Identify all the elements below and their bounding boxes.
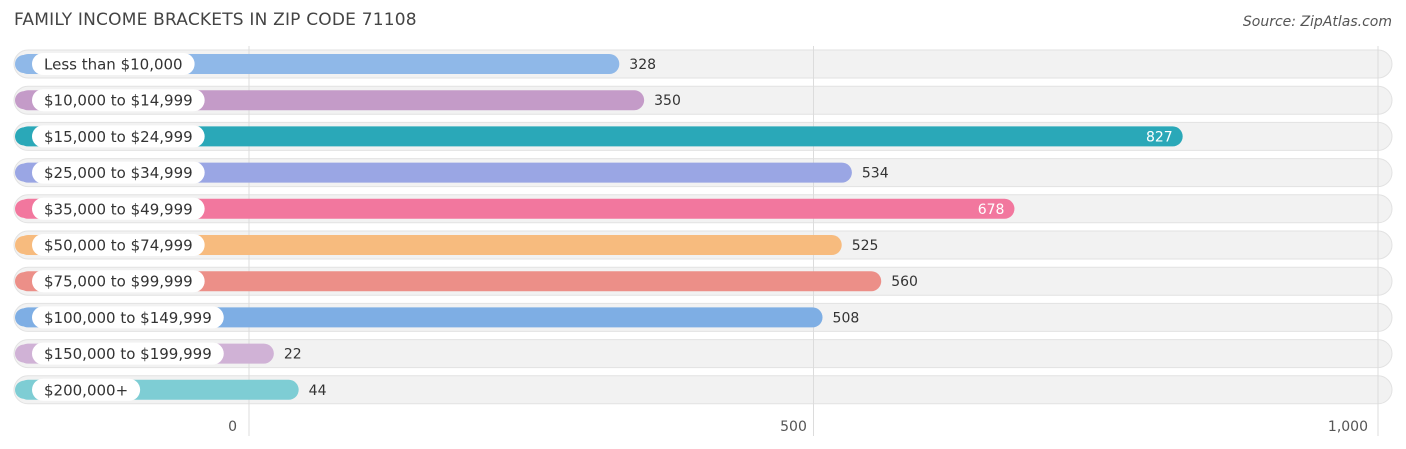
x-tick-label: 1,000 bbox=[1328, 419, 1368, 435]
category-label-pill bbox=[32, 378, 141, 401]
value-label: 22 bbox=[284, 347, 302, 363]
value-label: 44 bbox=[309, 383, 327, 399]
row-background bbox=[13, 375, 1393, 405]
value-label: 508 bbox=[833, 310, 860, 326]
category-label-pill bbox=[32, 197, 205, 220]
category-label: $150,000 to $199,999 bbox=[44, 345, 212, 363]
source-label: Source: ZipAtlas.com bbox=[1242, 14, 1392, 30]
value-label: 827 bbox=[1146, 129, 1173, 145]
bar-cap bbox=[15, 308, 33, 327]
bar-cap bbox=[15, 236, 33, 254]
chart-title: FAMILY INCOME BRACKETS IN ZIP CODE 71108 bbox=[14, 10, 417, 30]
category-label: $100,000 to $149,999 bbox=[44, 309, 212, 327]
value-label: 525 bbox=[852, 238, 879, 254]
bar-cap bbox=[15, 199, 33, 218]
bar bbox=[18, 198, 1015, 219]
category-label-pill bbox=[32, 53, 195, 75]
category-label: $15,000 to $24,999 bbox=[44, 128, 193, 146]
category-label-pill bbox=[32, 270, 205, 293]
category-label: $200,000+ bbox=[44, 381, 128, 399]
bar-cap bbox=[15, 272, 33, 291]
value-label: 534 bbox=[862, 166, 889, 182]
bar bbox=[18, 235, 842, 255]
category-label: $25,000 to $34,999 bbox=[44, 164, 193, 182]
bar-cap bbox=[15, 55, 33, 73]
bar-cap bbox=[15, 344, 33, 363]
category-label: $10,000 to $14,999 bbox=[44, 92, 193, 110]
category-label-pill bbox=[32, 89, 205, 112]
value-label: 350 bbox=[654, 93, 681, 109]
value-label: 328 bbox=[629, 57, 656, 73]
bar-cap bbox=[15, 380, 33, 399]
category-label: $35,000 to $49,999 bbox=[44, 200, 193, 218]
category-label-pill bbox=[32, 234, 205, 256]
category-label: Less than $10,000 bbox=[44, 56, 183, 74]
bar-cap bbox=[15, 127, 33, 146]
bar bbox=[18, 162, 852, 183]
category-label-pill bbox=[32, 306, 224, 329]
bar-cap bbox=[15, 163, 33, 182]
x-tick-label: 500 bbox=[780, 419, 807, 435]
bar bbox=[18, 271, 882, 292]
row-background bbox=[13, 339, 1393, 369]
category-label-pill bbox=[32, 342, 224, 365]
category-label-pill bbox=[32, 125, 205, 148]
value-label: 560 bbox=[891, 274, 918, 290]
bar bbox=[18, 126, 1183, 147]
x-tick-label: 0 bbox=[228, 419, 237, 435]
category-label: $50,000 to $74,999 bbox=[44, 237, 193, 255]
bar-cap bbox=[15, 91, 33, 110]
value-label: 678 bbox=[978, 202, 1005, 218]
category-label: $75,000 to $99,999 bbox=[44, 273, 193, 291]
category-label-pill bbox=[32, 161, 205, 184]
